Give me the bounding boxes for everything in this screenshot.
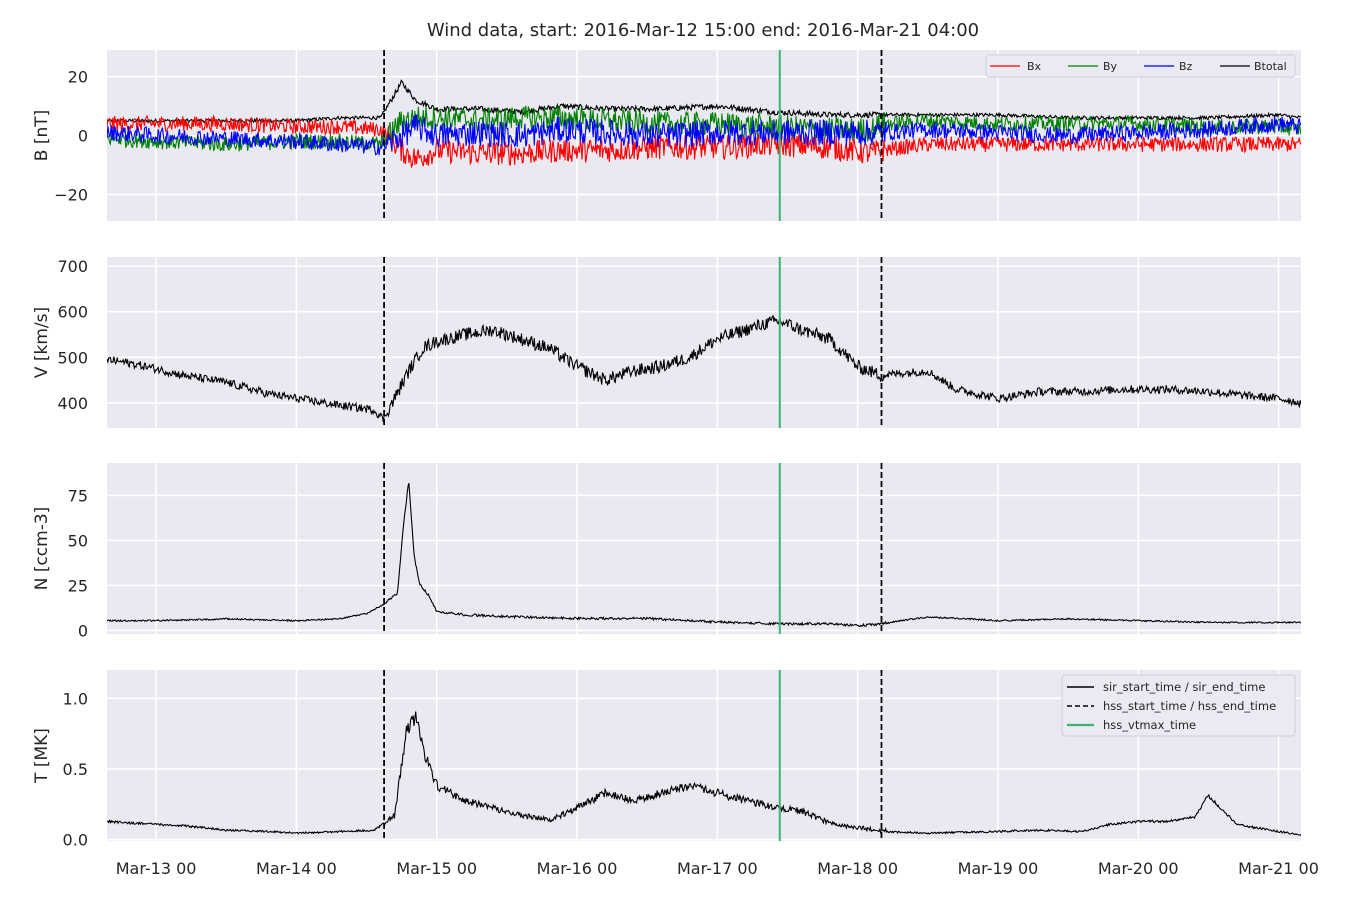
b-series-bx (107, 114, 1301, 169)
t-legend: sir_start_time / sir_end_time hss_start_… (1061, 674, 1296, 737)
x-tick-label: Mar-18 00 (817, 859, 898, 878)
n-y-tick-label: 50 (68, 531, 88, 550)
b-legend: Bx By Bz Btotal (985, 54, 1296, 78)
x-tick-label: Mar-14 00 (256, 859, 337, 878)
v-y-tick-label: 400 (57, 394, 88, 413)
t-series-trace (107, 711, 1301, 836)
n-y-axis-label: N [ccm-3] (32, 507, 52, 591)
v-y-tick-label: 600 (57, 303, 88, 322)
t-y-tick-label: 1.0 (63, 689, 88, 708)
t-y-axis-label: T [MK] (32, 728, 52, 784)
t-y-tick-label: 0.5 (63, 760, 88, 779)
b-series-btotal (107, 79, 1301, 124)
x-tick-label: Mar-20 00 (1098, 859, 1179, 878)
n-y-tick-label: 75 (68, 486, 88, 505)
n-y-tick-label: 25 (68, 576, 88, 595)
bx-legend-label: Bx (1027, 60, 1042, 73)
v-y-axis-label: V [km/s] (32, 307, 52, 378)
b-y-tick-label: 20 (68, 68, 88, 87)
x-tick-label: Mar-13 00 (116, 859, 197, 878)
x-tick-label: Mar-16 00 (537, 859, 618, 878)
v-series-trace (107, 314, 1301, 423)
n-series-trace (107, 482, 1301, 628)
v-y-tick-label: 500 (57, 348, 88, 367)
x-tick-label: Mar-17 00 (677, 859, 758, 878)
n-y-tick-label: 0 (78, 621, 88, 640)
b-y-tick-label: 0 (78, 127, 88, 146)
x-tick-label: Mar-19 00 (958, 859, 1039, 878)
figure-title: Wind data, start: 2016-Mar-12 15:00 end:… (427, 20, 979, 41)
x-tick-label: Mar-21 00 (1238, 859, 1319, 878)
b-y-axis-label: B [nT] (32, 110, 52, 162)
b-series-bz (107, 114, 1301, 156)
x-tick-label: Mar-15 00 (396, 859, 477, 878)
by-legend-label: By (1103, 60, 1118, 73)
v-panel-background (107, 257, 1301, 428)
b-y-tick-label: −20 (54, 185, 88, 204)
t-y-tick-label: 0.0 (63, 831, 88, 850)
btotal-legend-label: Btotal (1254, 60, 1287, 73)
sir-legend-label: sir_start_time / sir_end_time (1103, 680, 1265, 694)
bz-legend-label: Bz (1179, 60, 1193, 73)
n-panel-background (107, 463, 1301, 634)
vtmax-legend-label: hss_vtmax_time (1103, 718, 1196, 732)
hss-legend-label: hss_start_time / hss_end_time (1103, 699, 1276, 713)
v-y-tick-label: 700 (57, 257, 88, 276)
